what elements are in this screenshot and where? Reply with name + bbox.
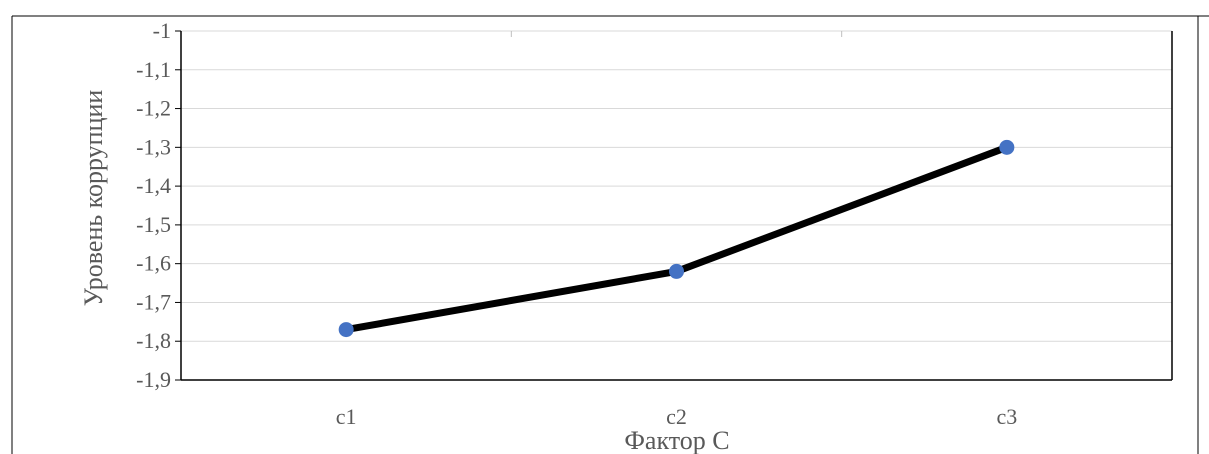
gridlines — [181, 30, 1172, 342]
y-tick-label: -1,2 — [136, 96, 171, 121]
y-tick-label: -1,7 — [136, 289, 171, 314]
y-tick-label: -1,6 — [136, 251, 171, 276]
x-axis-title: Фактор С — [624, 426, 729, 454]
series-group — [338, 139, 1015, 338]
y-tick-label: -1 — [153, 18, 171, 43]
data-point — [999, 139, 1015, 155]
y-tick-label: -1,9 — [136, 367, 171, 392]
data-point — [669, 263, 684, 279]
data-point — [338, 322, 354, 338]
y-tick-label: -1,5 — [136, 212, 171, 237]
y-axis-title: Уровень коррупции — [79, 90, 108, 307]
x-tick-label: c2 — [666, 404, 687, 429]
y-tick-label: -1,3 — [136, 134, 171, 159]
y-tick-label: -1,4 — [136, 173, 171, 198]
axes — [175, 30, 1173, 381]
x-tick-label: c3 — [996, 404, 1017, 429]
x-tick-labels: c1 c2 c3 — [336, 404, 1017, 429]
y-tick-labels: -1 -1,1 -1,2 -1,3 -1,4 -1,5 -1,6 -1,7 -1,8 -1,9 — [136, 18, 171, 392]
y-tick-label: -1,8 — [136, 328, 171, 353]
x-tick-label: c1 — [336, 404, 357, 429]
y-tick-label: -1,1 — [136, 57, 171, 82]
